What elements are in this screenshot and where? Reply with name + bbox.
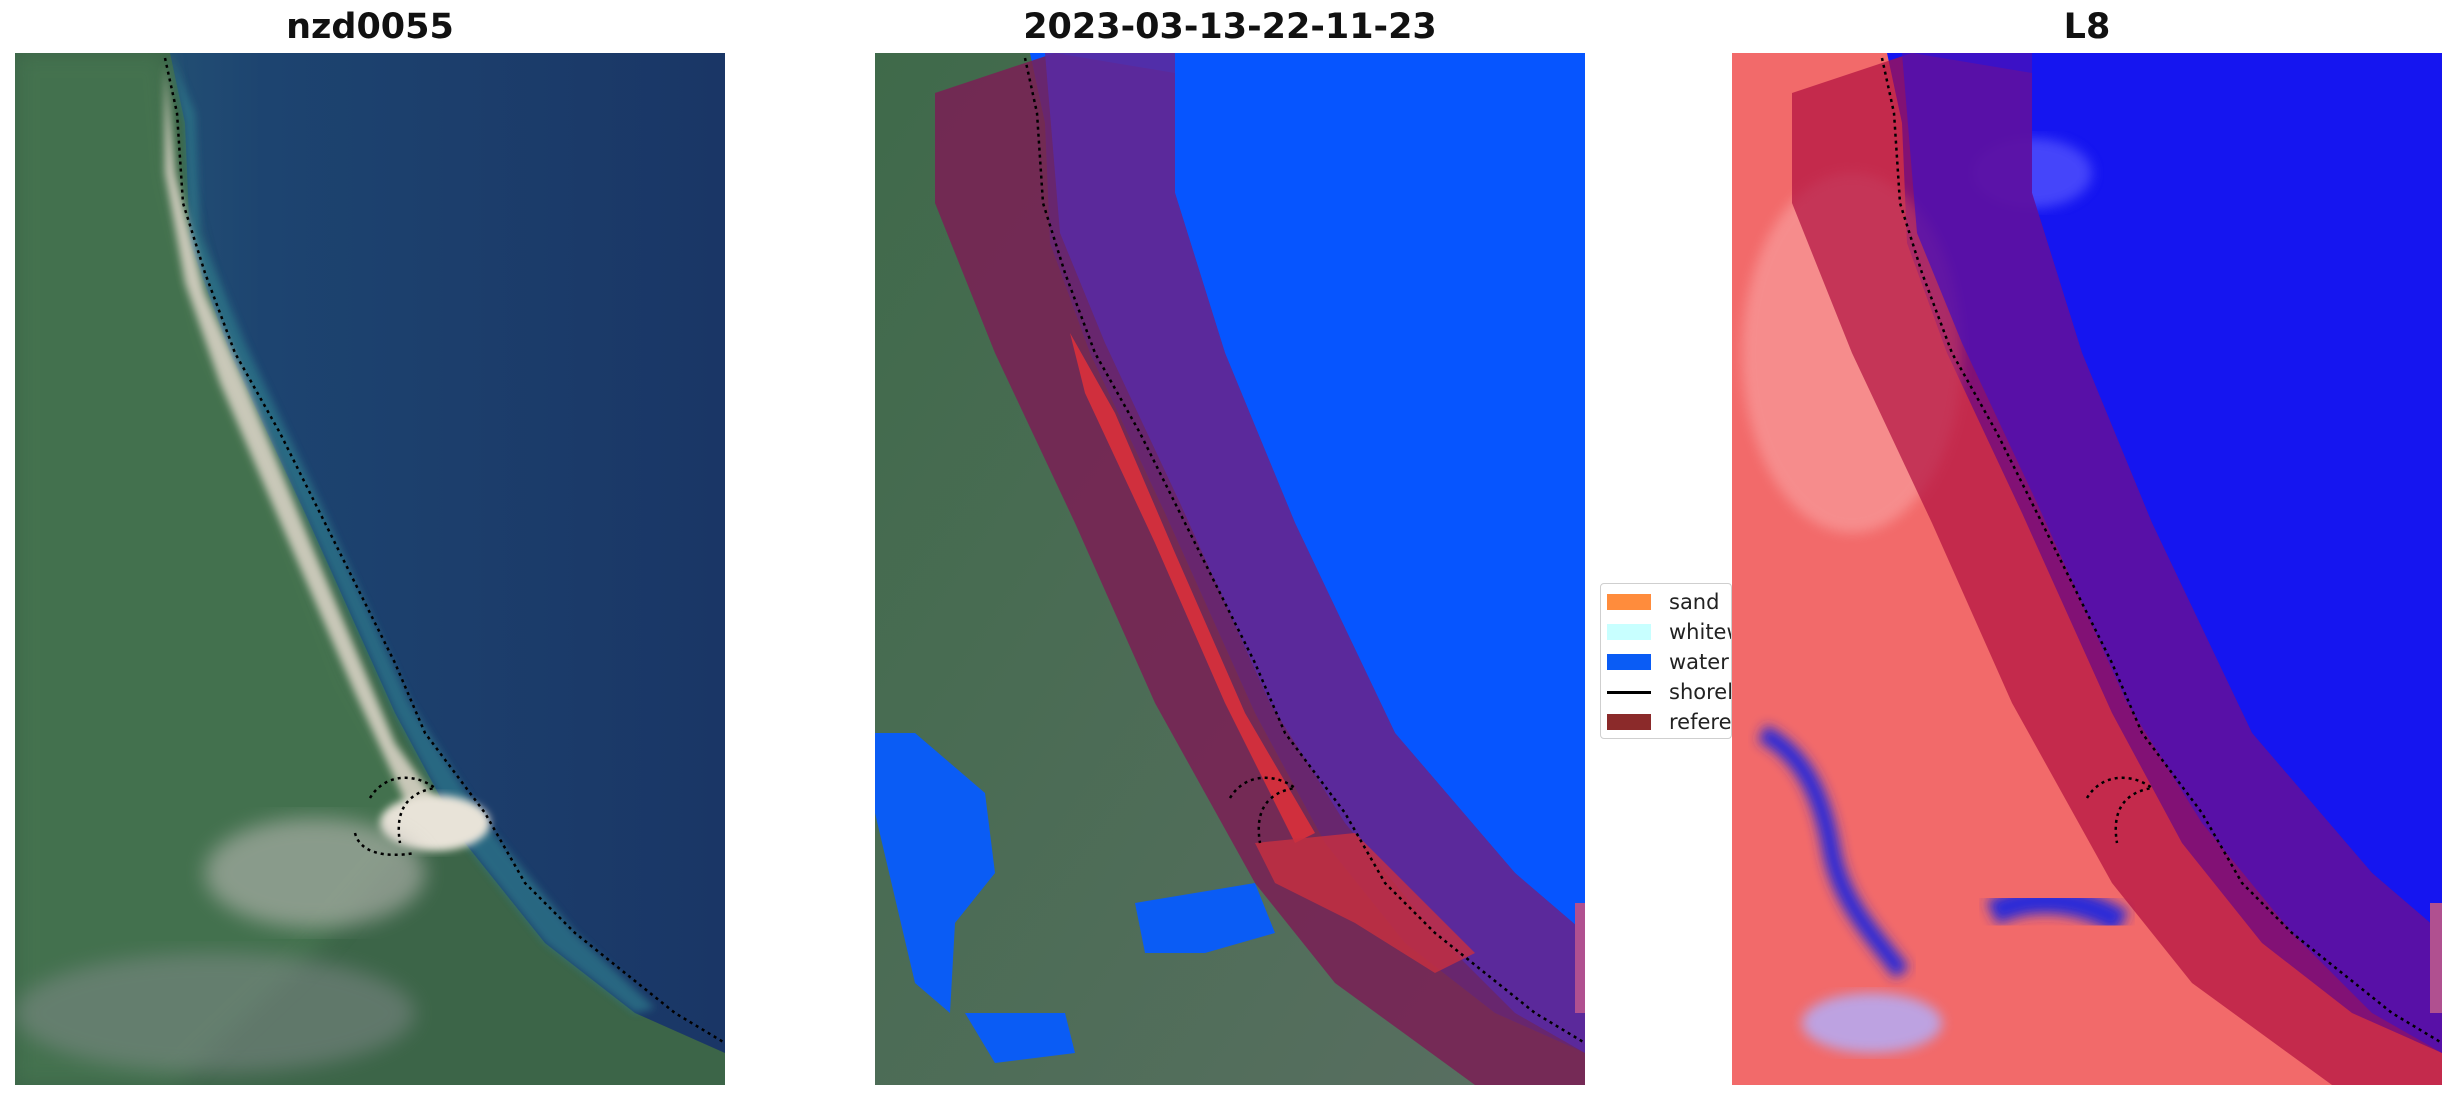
rgb-satellite-panel xyxy=(15,53,725,1085)
legend-label-reference: referen xyxy=(1669,710,1732,734)
legend-label-shoreline: shorel xyxy=(1669,680,1732,704)
shoreline-trace xyxy=(1880,57,2442,1045)
index-image xyxy=(1732,53,2442,1085)
inland-water-channel xyxy=(1757,724,1910,979)
panel-title-index: L8 xyxy=(2063,7,2111,47)
shoreline-trace xyxy=(163,57,725,1045)
reference-zone-water xyxy=(1045,53,1585,1053)
rgb-satellite-image xyxy=(15,53,725,1085)
panel-title-rgb: nzd0055 xyxy=(286,7,454,47)
shoreline-trace xyxy=(1023,57,1585,1045)
legend-item-water: water xyxy=(1607,647,1731,677)
sand-class-strip xyxy=(1070,333,1315,843)
legend-swatch-whitewater xyxy=(1607,624,1651,640)
legend-item-sand: sand xyxy=(1607,587,1731,617)
legend-item-reference: referen xyxy=(1607,707,1731,737)
legend-line-shoreline xyxy=(1607,690,1651,694)
inland-water xyxy=(875,733,995,1013)
classification-image xyxy=(875,53,1585,1085)
classification-panel xyxy=(875,53,1585,1085)
legend-swatch-water xyxy=(1607,654,1651,670)
legend-label-sand: sand xyxy=(1669,590,1720,614)
legend-swatch-sand xyxy=(1607,594,1651,610)
legend-item-shoreline: shorel xyxy=(1607,677,1731,707)
index-panel xyxy=(1732,53,2442,1085)
legend-label-water: water xyxy=(1669,650,1729,674)
panel-title-classification: 2023-03-13-22-11-23 xyxy=(1023,7,1437,47)
legend-swatch-reference xyxy=(1607,714,1651,730)
reference-zone-water xyxy=(1902,53,2442,1053)
